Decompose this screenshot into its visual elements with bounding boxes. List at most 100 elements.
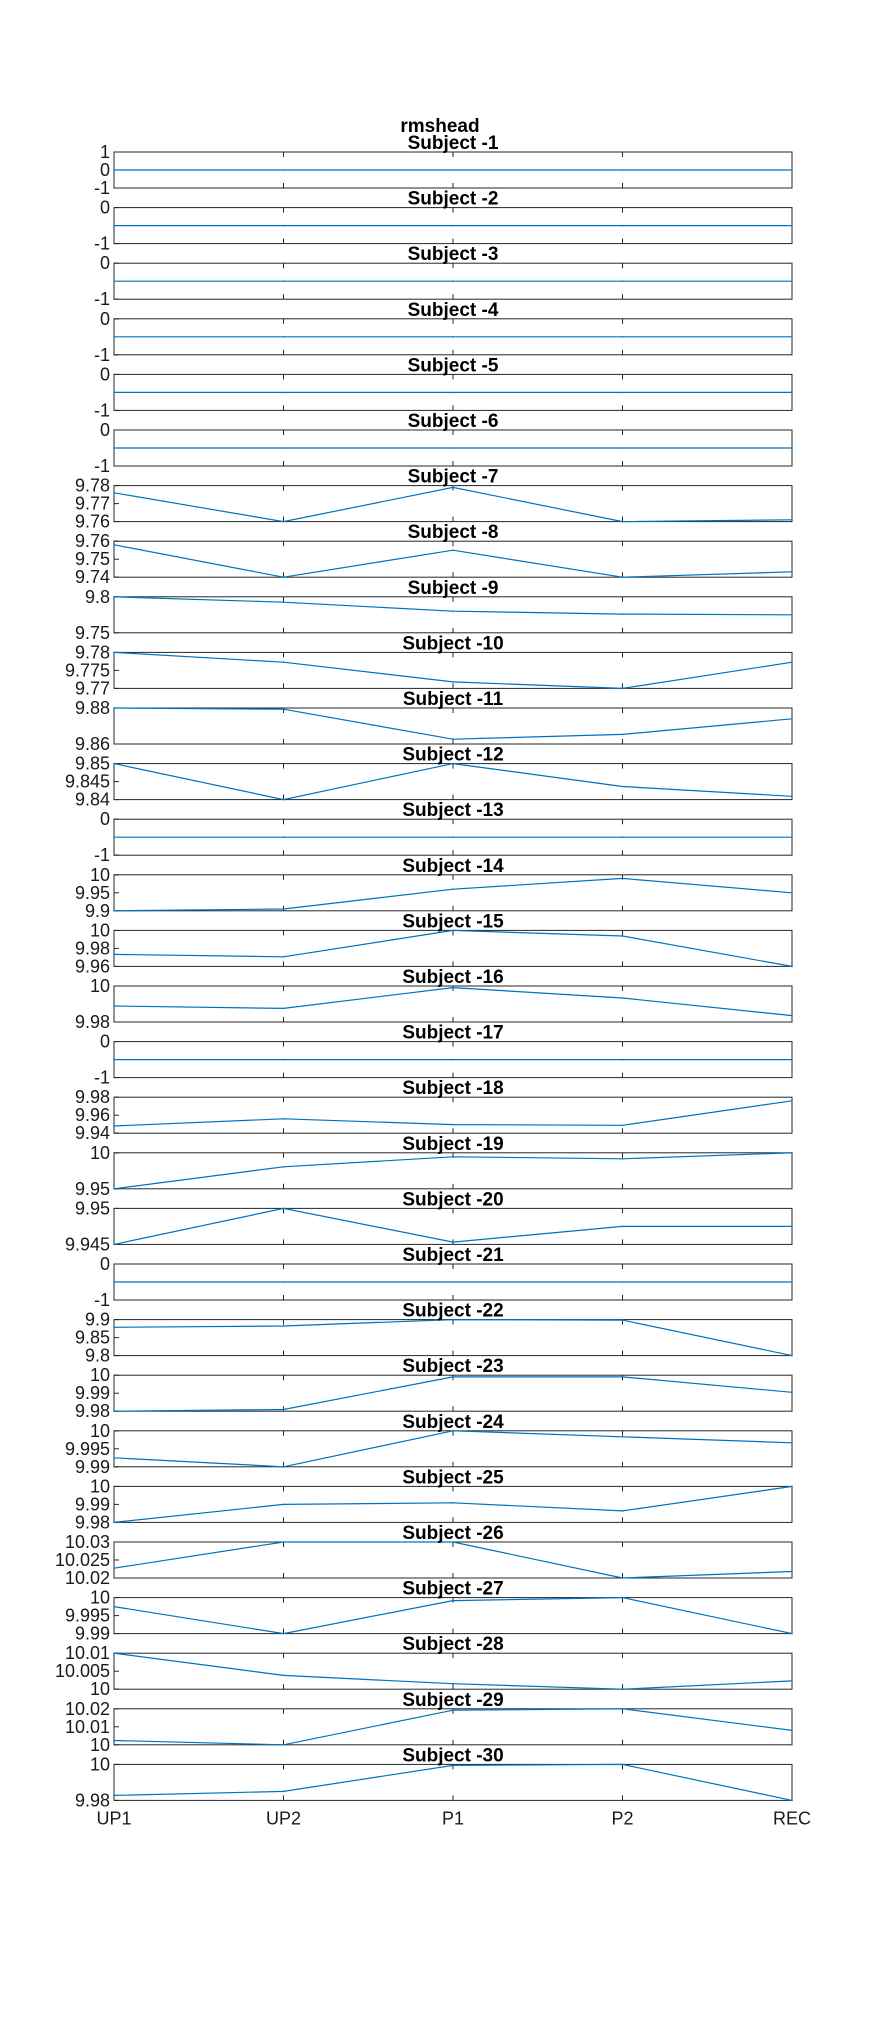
subplot-title: Subject -6 [408,411,499,432]
y-tick-label: -1 [94,845,110,865]
y-tick-label: 10 [90,920,110,940]
data-point [621,1281,624,1283]
data-point [791,1680,793,1682]
y-tick-label: 10.03 [65,1532,110,1552]
axes-box [113,1541,793,1579]
y-tick-label: 9.75 [75,623,110,643]
axes-box [113,707,793,745]
y-tick-label: 9.9 [85,901,110,921]
data-point [452,1281,454,1283]
data-point [621,169,624,171]
y-tick-label: 9.77 [75,494,110,514]
y-tick-label: 9.85 [75,1328,110,1348]
x-tick-label: P1 [442,1808,464,1828]
data-point [113,492,115,494]
data-point [282,956,285,958]
data-point [791,447,793,449]
data-point [621,576,624,578]
data-point [791,1391,793,1394]
y-tick-label: -1 [94,345,110,365]
subplot-6: 0 -1 Subject -6 [94,411,793,476]
data-point [621,520,624,523]
data-point [452,1501,454,1504]
y-tick-label: -1 [94,289,110,309]
y-tick-label: 9.85 [75,754,110,774]
subplot-17: 0 -1 Subject -17 [94,1023,793,1088]
y-tick-label: 9.98 [75,1790,110,1810]
data-point [452,929,454,932]
data-point [113,1005,115,1007]
data-point [621,613,624,615]
y-tick-label: 9.86 [75,734,110,754]
data-point [113,1326,115,1329]
data-point [621,877,624,880]
data-point [791,571,793,573]
data-point [621,1225,624,1228]
data-point [113,1058,115,1061]
data-point [113,707,115,709]
y-tick-label: 9.96 [75,956,110,976]
axes-box [113,1430,793,1468]
data-point [282,836,285,838]
data-point [452,836,454,838]
y-tick-label: 0 [100,420,110,440]
data-point [791,1058,793,1061]
data-point [621,1596,624,1599]
data-point [621,733,624,736]
data-point [791,965,793,968]
data-point [452,224,454,227]
data-point [621,1319,624,1321]
subplot-15: 109.989.96 Subject -15 [75,911,793,976]
y-tick-label: 9.945 [65,1234,110,1254]
subplot-20: 9.95 9.945 Subject -20 [65,1189,793,1254]
subplot-title: Subject -1 [408,133,499,154]
data-point [791,280,793,283]
subplot-title: Subject -28 [402,1634,503,1655]
y-tick-label: 10 [90,865,110,885]
data-point [621,1376,624,1378]
data-point [113,169,115,171]
data-point [452,486,454,489]
data-point [791,336,793,338]
subplot-title: Subject -2 [408,189,499,210]
y-tick-label: 9.95 [75,883,110,903]
data-point [282,520,285,523]
data-point [791,614,793,616]
data-point [621,785,624,788]
data-point [282,661,285,664]
y-tick-label: 9.98 [75,1012,110,1032]
axes-box [113,1763,793,1801]
data-point [452,447,454,449]
subplot-title: Subject -16 [402,967,503,988]
data-point [452,1599,454,1602]
data-point [621,935,624,937]
y-tick-label: 10 [90,1754,110,1774]
data-point [791,661,793,664]
data-point [791,892,793,894]
data-point [113,447,115,449]
y-tick-label: -1 [94,456,110,476]
data-point [113,1188,115,1190]
subplot-title: Subject -29 [402,1690,503,1711]
data-point [113,762,115,765]
data-point [452,1058,454,1061]
data-point [282,1118,285,1120]
y-tick-label: 9.845 [65,772,110,792]
subplot-16: 10 9.98 Subject -16 [75,967,793,1032]
axes-box [113,1597,793,1635]
subplot-title: Subject -25 [402,1467,504,1488]
data-point [621,336,624,338]
y-tick-label: 9.98 [75,1512,110,1532]
data-point [282,391,285,394]
data-point [282,1466,285,1468]
y-tick-label: 10 [90,1143,110,1163]
subplot-title: Subject -18 [402,1078,503,1099]
y-tick-label: 10 [90,1588,110,1608]
subplot-30: 10 9.98 Subject -30 [75,1745,793,1810]
y-tick-label: 9.75 [75,549,110,569]
data-point [113,651,115,654]
data-point [621,224,624,227]
subplot-title: Subject -8 [408,522,499,543]
subplot-23: 109.999.98 Subject -23 [75,1356,793,1421]
data-point [452,336,454,338]
